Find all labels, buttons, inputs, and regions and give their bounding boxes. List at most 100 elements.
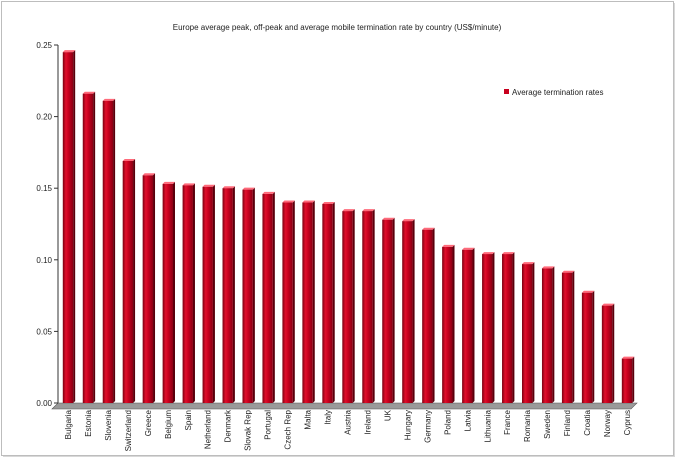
bar [621,356,635,403]
bar-face [382,219,393,403]
bar-side [392,217,395,403]
bar-top [621,356,635,359]
bar-face [462,249,473,403]
bar-face [222,188,233,403]
bar [382,217,395,403]
bar-face [581,292,593,403]
x-tick-label: Finland [563,410,572,436]
bar [202,184,215,403]
bar-top [142,173,156,176]
bar-side [612,303,615,403]
bar [362,209,375,403]
bar [162,181,176,403]
bar-side [552,266,555,403]
bar-top [122,158,136,161]
bar [442,244,455,403]
bar-face [322,203,333,403]
x-tick-label: Bulgaria [64,409,73,439]
bar [482,252,495,403]
bar-top [462,247,475,250]
bar [282,200,295,403]
bar-face [122,160,134,403]
bar-top [202,184,215,187]
bar-top [162,181,176,184]
bar-side [73,50,76,403]
bar-side [572,270,575,403]
bar-side [173,181,176,403]
bar-top [182,183,195,186]
x-tick-label: Norway [603,410,612,437]
x-tick-label: Malta [304,409,313,429]
bar-face [142,175,154,403]
bar [82,91,96,404]
bar [502,252,515,403]
x-tick-label: Estonia [84,409,93,436]
bar [561,270,575,403]
bar-side [113,98,116,404]
x-tick-label: Slovak Rep [244,409,253,450]
bar [422,227,435,403]
bar-face [202,186,213,403]
bar-face [561,272,573,403]
bar-top [561,270,575,273]
bar-side [153,173,156,403]
bar-side [432,227,435,403]
bar-face [442,246,453,403]
x-tick-label: Latvia [463,409,472,431]
x-tick-label: Belgium [164,410,173,439]
x-tick-label: Netherland [204,410,213,449]
bar-top [322,201,335,204]
x-tick-label: Italy [324,410,333,425]
bar-top [442,244,455,247]
bar-side [492,252,495,403]
bar-top [382,217,395,220]
bar-side [93,91,96,404]
bar-face [262,193,273,403]
bar-side [292,200,295,403]
bar [521,262,535,403]
x-tick-label: France [503,409,512,434]
bar-face [541,268,553,403]
y-tick-label: 0.00 [36,399,52,408]
bar [262,191,275,403]
bar-side [452,244,455,403]
bar [302,200,315,403]
bar [242,187,255,403]
bar-side [252,187,255,403]
bar-top [222,186,235,189]
bar-top [541,266,555,269]
bar-side [212,184,215,403]
bar-side [133,158,136,403]
bar-top [402,219,415,222]
bar-face [621,358,633,403]
bar-side [232,186,235,403]
y-tick-label: 0.10 [36,256,52,265]
bar-face [62,52,74,403]
x-tick-label: Ireland [363,410,372,434]
bar [222,186,235,403]
bar-face [182,185,193,403]
bar-top [342,209,355,212]
bar-face [302,202,313,403]
bar-side [592,290,595,403]
bar [142,173,156,403]
bar-face [502,254,513,403]
bar-side [272,191,275,403]
bar-face [102,100,114,404]
x-tick-label: Hungary [403,410,412,440]
y-tick-label: 0.20 [36,113,52,122]
y-tick-label: 0.15 [36,184,52,193]
bar-top [482,252,495,255]
bar [182,183,195,403]
bar-top [62,50,76,53]
chart-title: Europe average peak, off-peak and averag… [173,23,502,32]
chart-floor [51,402,638,410]
legend-swatch [504,89,509,94]
x-tick-label: Czech Rep [284,409,293,449]
bar-side [512,252,515,403]
x-tick-label: Austria [344,409,353,434]
y-tick-label: 0.05 [36,327,52,336]
bar-top [521,262,535,265]
bar-side [372,209,375,403]
bar-face [402,221,413,403]
